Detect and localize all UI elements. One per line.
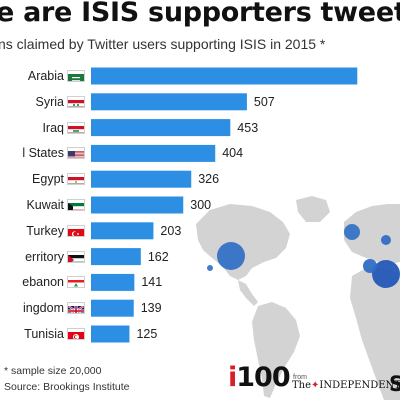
- category-label: Iraq: [42, 121, 64, 135]
- bar-9: [91, 300, 134, 317]
- partner-logo: S: [389, 372, 400, 396]
- value-label: 139: [141, 301, 162, 315]
- independent-name: INDEPENDENT: [319, 380, 400, 391]
- value-label: 453: [237, 121, 258, 135]
- value-label: 125: [136, 327, 157, 341]
- value-label: 203: [160, 224, 181, 238]
- bar-3: [91, 145, 215, 162]
- category-label: Turkey: [26, 224, 64, 238]
- lebanon-flag-icon: [67, 276, 85, 288]
- bar-8: [91, 274, 134, 291]
- independent-the: The: [292, 380, 311, 391]
- bar-0: [91, 68, 357, 85]
- source-note: Source: Brookings Institute: [4, 381, 129, 393]
- saudi-flag-icon: [67, 70, 85, 82]
- value-label: 326: [198, 172, 219, 186]
- bar-1: [91, 93, 247, 110]
- value-label: 404: [222, 146, 243, 160]
- independent-logo: The✦INDEPENDENT: [292, 380, 400, 391]
- category-label: l States: [22, 146, 64, 160]
- palestine-flag-icon: [67, 251, 85, 263]
- usa-flag-icon: [67, 147, 85, 159]
- category-label: erritory: [25, 250, 64, 264]
- turkey-flag-icon: [67, 225, 85, 237]
- bar-2: [91, 119, 230, 136]
- iraq-flag-icon: [67, 122, 85, 134]
- value-label: 300: [190, 198, 211, 212]
- uk-flag-icon: [67, 302, 85, 314]
- category-label: Arabia: [28, 69, 64, 83]
- tunisia-flag-icon: [67, 328, 85, 340]
- bar-4: [91, 171, 191, 188]
- category-label: ingdom: [23, 301, 64, 315]
- bar-5: [91, 197, 183, 214]
- bar-6: [91, 222, 153, 239]
- sample-size-note: * sample size 20,000: [4, 365, 101, 377]
- category-label: Kuwait: [26, 198, 64, 212]
- bar-7: [91, 248, 141, 265]
- bar-10: [91, 326, 129, 343]
- i100-logo: i100: [228, 362, 290, 393]
- syria-flag-icon: [67, 96, 85, 108]
- category-label: Egypt: [32, 172, 64, 186]
- i100-logo-num: 100: [236, 362, 289, 393]
- value-label: 507: [254, 95, 275, 109]
- kuwait-flag-icon: [67, 199, 85, 211]
- value-label: 141: [141, 275, 162, 289]
- value-label: 162: [148, 250, 169, 264]
- egypt-flag-icon: [67, 173, 85, 185]
- category-label: Syria: [36, 95, 64, 109]
- category-label: ebanon: [22, 275, 64, 289]
- category-label: Tunisia: [24, 327, 64, 341]
